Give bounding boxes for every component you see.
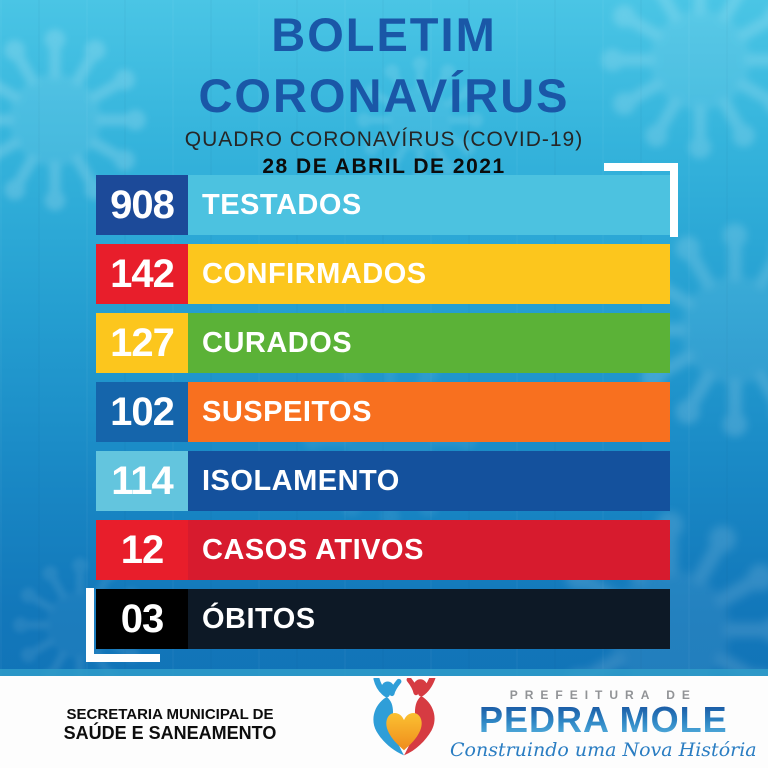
stat-value-box: 03 (96, 589, 188, 649)
stat-value-box: 114 (96, 451, 188, 511)
stat-bar: CURADOS (188, 313, 670, 373)
stat-row-isolamento: 114 ISOLAMENTO (96, 451, 670, 511)
stat-value-box: 102 (96, 382, 188, 442)
report-date: 28 DE ABRIL DE 2021 (262, 155, 506, 178)
stat-value: 12 (120, 527, 164, 572)
stat-value: 114 (111, 458, 174, 503)
stat-value-box: 12 (96, 520, 188, 580)
page-title-line2: CORONAVÍRUS (198, 69, 570, 122)
stat-label: TESTADOS (202, 188, 362, 221)
stat-value-box: 142 (96, 244, 188, 304)
logo-top-label: PREFEITURA DE (509, 688, 697, 702)
stat-label: CURADOS (202, 326, 353, 359)
stat-value: 908 (110, 182, 175, 227)
stat-value: 142 (110, 251, 175, 296)
corner-bracket-top-right (604, 163, 678, 237)
footer: SECRETARIA MUNICIPAL DE SAÚDE E SANEAMEN… (0, 676, 768, 768)
stat-value-box: 127 (96, 313, 188, 373)
department-name: SECRETARIA MUNICIPAL DE SAÚDE E SANEAMEN… (20, 706, 320, 744)
footer-divider (0, 669, 768, 676)
corner-bracket-bottom-left (86, 588, 160, 662)
stat-bar: CONFIRMADOS (188, 244, 670, 304)
subtitle: QUADRO CORONAVÍRUS (COVID-19) (184, 128, 584, 151)
stat-bar: ISOLAMENTO (188, 451, 670, 511)
department-line2: SAÚDE E SANEAMENTO (63, 723, 277, 743)
stat-label: CASOS ATIVOS (202, 533, 424, 566)
stat-value-box: 908 (96, 175, 188, 235)
city-name: PEDRA MOLE (478, 699, 728, 740)
stat-label: CONFIRMADOS (202, 257, 427, 290)
city-logo: PREFEITURA DE PEDRA MOLE Construindo uma… (360, 678, 757, 764)
page-title-line1: BOLETIM (271, 8, 497, 61)
stat-value: 03 (120, 596, 164, 641)
stat-bar: SUSPEITOS (188, 382, 670, 442)
heart-people-logo-icon (373, 678, 436, 756)
stat-bar: TESTADOS (188, 175, 670, 235)
stat-row-suspeitos: 102 SUSPEITOS (96, 382, 670, 442)
department-line1: SECRETARIA MUNICIPAL DE (66, 706, 274, 723)
city-logo-text: PREFEITURA DE PEDRA MOLE Construindo uma… (450, 678, 757, 761)
stat-row-casos-ativos: 12 CASOS ATIVOS (96, 520, 670, 580)
stat-row-obitos: 03 ÓBITOS (96, 589, 670, 649)
stat-label: SUSPEITOS (202, 395, 372, 428)
stat-value: 102 (110, 389, 175, 434)
stat-label: ISOLAMENTO (202, 464, 400, 497)
stat-label: ÓBITOS (202, 602, 316, 635)
city-slogan: Construindo uma Nova História (450, 739, 757, 761)
stat-row-confirmados: 142 CONFIRMADOS (96, 244, 670, 304)
stat-value: 127 (110, 320, 175, 365)
stats-list: 908 TESTADOS 142 CONFIRMADOS 127 CURADOS… (96, 175, 670, 658)
header: BOLETIM CORONAVÍRUS QUADRO CORONAVÍRUS (… (0, 0, 768, 179)
stat-bar: ÓBITOS (188, 589, 670, 649)
stat-row-testados: 908 TESTADOS (96, 175, 670, 235)
stat-row-curados: 127 CURADOS (96, 313, 670, 373)
stat-bar: CASOS ATIVOS (188, 520, 670, 580)
